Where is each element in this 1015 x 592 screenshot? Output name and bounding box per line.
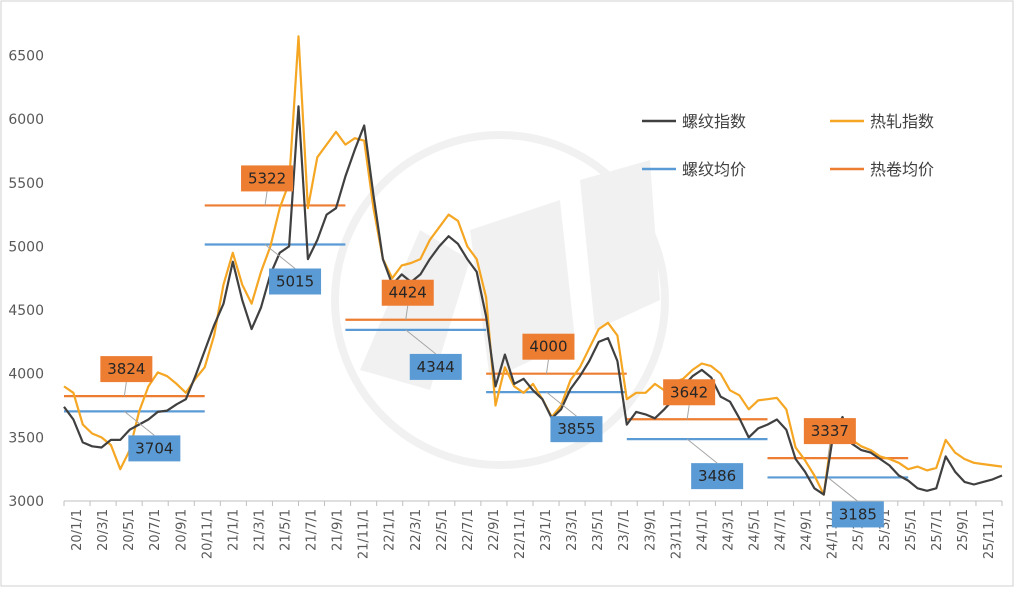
average-label-box xyxy=(381,279,434,306)
average-label-box xyxy=(409,353,462,380)
x-tick-label: 21/3/1 xyxy=(252,509,267,551)
average-label-box xyxy=(522,333,575,360)
average-label-box xyxy=(241,165,294,192)
average-lines-layer xyxy=(64,204,909,479)
y-tick-label: 4500 xyxy=(8,303,44,319)
average-label-text: 3855 xyxy=(557,420,595,438)
x-tick-label: 24/5/1 xyxy=(747,509,762,551)
callout-leader xyxy=(264,244,296,269)
x-tick-label: 23/11/1 xyxy=(669,509,684,559)
legend-label: 热卷均价 xyxy=(870,160,934,179)
x-tick-label: 25/5/1 xyxy=(904,509,919,551)
callout-leader xyxy=(405,329,437,355)
average-label-text: 4344 xyxy=(417,358,455,376)
axes-layer: 3000 3500 4000 4500 5000 5500 6000 6500 20/1/1 20… xyxy=(8,48,1003,559)
y-tick-label: 5000 xyxy=(8,239,44,255)
callout-leader xyxy=(124,410,155,436)
x-tick-label: 24/3/1 xyxy=(721,509,736,551)
legend-label: 螺纹指数 xyxy=(682,112,746,131)
average-label-box xyxy=(691,463,744,490)
x-tick-label: 20/11/1 xyxy=(200,509,215,559)
x-tick-label: 25/7/1 xyxy=(930,509,945,551)
x-tick-label: 23/9/1 xyxy=(643,509,658,551)
average-label-box xyxy=(269,268,322,295)
average-labels-layer: 3704 3824 5015 5322 4344 4424 3855 4000 3486 3642… xyxy=(100,165,884,528)
x-tick-label: 22/3/1 xyxy=(409,509,424,551)
average-label-text: 4000 xyxy=(529,338,567,356)
average-label-box xyxy=(663,379,716,406)
average-label-text: 3486 xyxy=(698,467,736,485)
x-tick-label: 21/1/1 xyxy=(226,509,241,551)
x-tick-label: 23/5/1 xyxy=(591,509,606,551)
callout-leader xyxy=(827,477,859,502)
x-tick-label: 25/9/1 xyxy=(956,509,971,551)
x-tick-label: 25/11/1 xyxy=(982,509,997,559)
callout-leader xyxy=(827,444,831,459)
x-tick-label: 22/9/1 xyxy=(487,509,502,551)
x-tick-label: 24/7/1 xyxy=(774,509,789,551)
callout-leader xyxy=(264,191,268,206)
y-tick-label: 6000 xyxy=(8,112,44,128)
callout-leader xyxy=(686,405,690,420)
average-label-box xyxy=(550,416,603,443)
average-label-text: 3704 xyxy=(135,439,173,457)
average-label-text: 4424 xyxy=(389,284,427,302)
callout-leader xyxy=(546,391,577,417)
average-label-text: 3824 xyxy=(107,360,145,378)
y-tick-label: 4000 xyxy=(8,367,44,383)
x-tick-label: 20/1/1 xyxy=(70,509,85,551)
average-label-box xyxy=(128,435,181,462)
x-tick-label: 20/5/1 xyxy=(122,509,137,551)
average-label-box xyxy=(803,418,856,445)
x-tick-label: 20/3/1 xyxy=(96,509,111,551)
average-label-box xyxy=(831,501,884,528)
average-label-text: 5015 xyxy=(276,272,314,290)
x-tick-label: 22/5/1 xyxy=(435,509,450,551)
average-label-text: 3337 xyxy=(811,422,849,440)
watermark-logo xyxy=(331,131,669,469)
x-tick-label: 24/9/1 xyxy=(800,509,815,551)
average-label-box xyxy=(100,356,153,383)
x-tick-label: 22/11/1 xyxy=(513,509,528,559)
x-tick-label: 22/1/1 xyxy=(383,509,398,551)
callout-leader xyxy=(545,359,549,374)
average-label-text: 3185 xyxy=(839,505,877,523)
x-tick-label: 24/1/1 xyxy=(695,509,710,551)
y-tick-label: 6500 xyxy=(8,48,44,64)
average-label-text: 5322 xyxy=(248,169,286,187)
y-tick-label: 3000 xyxy=(8,494,44,510)
callout-leader xyxy=(405,305,409,320)
x-tick-label: 23/7/1 xyxy=(617,509,632,551)
x-tick-label: 20/9/1 xyxy=(174,509,189,551)
x-tick-label: 23/1/1 xyxy=(539,509,554,551)
x-tick-label: 23/3/1 xyxy=(565,509,580,551)
x-tick-label: 21/9/1 xyxy=(331,509,346,551)
y-tick-label: 5500 xyxy=(8,176,44,192)
average-label-text: 3642 xyxy=(670,383,708,401)
callout-leader xyxy=(123,382,127,397)
x-tick-label: 20/7/1 xyxy=(148,509,163,551)
callout-leader xyxy=(686,438,718,464)
legend-label: 螺纹均价 xyxy=(682,160,746,179)
x-tick-label: 22/7/1 xyxy=(461,509,476,551)
x-tick-label: 21/11/1 xyxy=(357,509,372,559)
x-tick-label: 21/7/1 xyxy=(305,509,320,551)
y-tick-label: 3500 xyxy=(8,430,44,446)
legend-label: 热轧指数 xyxy=(870,112,934,131)
x-tick-label: 21/5/1 xyxy=(278,509,293,551)
